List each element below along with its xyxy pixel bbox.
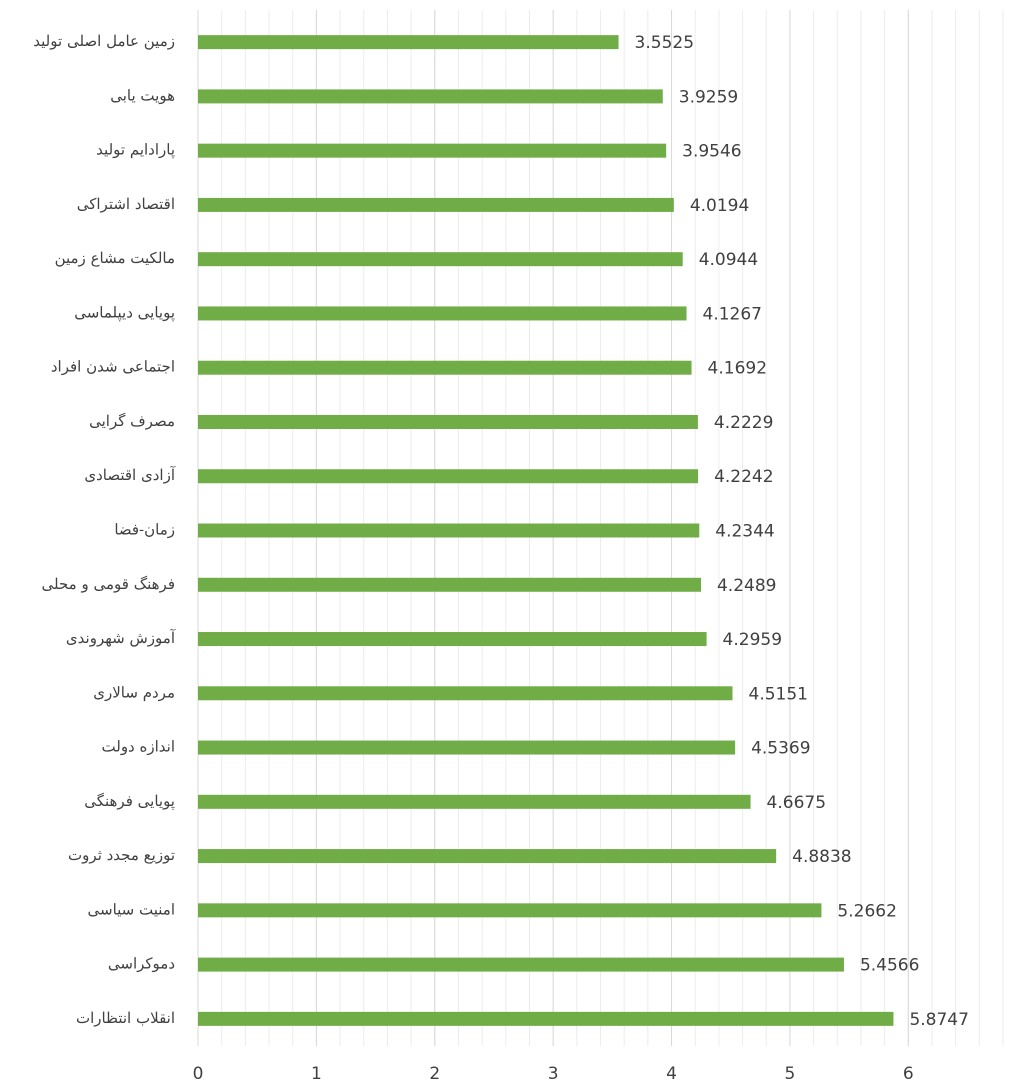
chart: 0 1 2 3 4 5 6 زمین عامل اصلی تولید 3.5525 هویت یا…	[0, 0, 1025, 1086]
x-tick-label: 2	[429, 1064, 440, 1084]
bar	[198, 469, 698, 483]
category-label: آزادی اقتصادی	[84, 466, 175, 484]
data-label: 4.1692	[708, 359, 767, 379]
data-label: 4.2489	[717, 576, 776, 596]
data-label: 3.5525	[635, 33, 694, 53]
data-label: 4.0194	[690, 196, 749, 216]
bar	[198, 144, 666, 158]
bar	[198, 849, 776, 863]
bar	[198, 741, 735, 755]
category-label: پویایی دیپلماسی	[74, 303, 175, 321]
bar	[198, 903, 821, 917]
category-label: زمین عامل اصلی تولید	[33, 32, 175, 50]
category-label: توزیع مجدد ثروت	[68, 846, 175, 864]
x-tick-label: 6	[903, 1064, 914, 1084]
data-label: 5.2662	[837, 901, 896, 921]
bar	[198, 252, 683, 266]
category-label: اجتماعی شدن افراد	[51, 358, 175, 376]
data-label: 4.2344	[715, 522, 774, 542]
bar	[198, 578, 701, 592]
data-label: 4.0944	[699, 250, 758, 270]
bar	[198, 89, 663, 103]
bar	[198, 686, 733, 700]
bar	[198, 795, 751, 809]
bar	[198, 524, 699, 538]
category-label: هویت یابی	[110, 86, 175, 104]
category-label: امنیت سیاسی	[88, 900, 176, 918]
bar	[198, 1012, 893, 1026]
data-label: 3.9259	[679, 87, 738, 107]
category-label: پویایی فرهنگی	[84, 792, 175, 810]
bar	[198, 361, 692, 375]
data-label: 4.2242	[714, 467, 773, 487]
category-label: دموکراسی	[108, 955, 175, 973]
category-label: مالکیت مشاع زمین	[55, 249, 175, 267]
bar	[198, 35, 619, 49]
x-tick-label: 4	[666, 1064, 677, 1084]
bar	[198, 198, 674, 212]
category-label: انقلاب انتظارات	[76, 1009, 175, 1027]
x-tick-label: 5	[784, 1064, 795, 1084]
category-label: پارادایم تولید	[96, 141, 175, 159]
category-label: فرهنگ قومی و محلی	[42, 575, 176, 593]
bar	[198, 958, 844, 972]
data-label: 4.8838	[792, 847, 851, 867]
data-label: 4.6675	[767, 793, 826, 813]
x-tick-label: 1	[311, 1064, 322, 1084]
data-label: 3.9546	[682, 142, 741, 162]
data-label: 4.5151	[749, 684, 808, 704]
category-label: اقتصاد اشتراکی	[77, 195, 175, 213]
category-label: مردم سالاری	[93, 683, 175, 701]
data-label: 4.1267	[703, 304, 762, 324]
category-label: زمان-فضا	[114, 521, 175, 539]
bar	[198, 415, 698, 429]
data-label: 4.5369	[751, 739, 810, 759]
bar	[198, 306, 687, 320]
category-label: آموزش شهروندی	[66, 629, 176, 647]
data-label: 4.2959	[723, 630, 782, 650]
x-tick-label: 3	[548, 1064, 559, 1084]
data-label: 5.4566	[860, 956, 919, 976]
bar	[198, 632, 707, 646]
x-tick-label: 0	[193, 1064, 204, 1084]
category-label: مصرف گرایی	[89, 412, 175, 430]
category-label: اندازه دولت	[102, 738, 175, 756]
data-label: 5.8747	[909, 1010, 968, 1030]
data-label: 4.2229	[714, 413, 773, 433]
